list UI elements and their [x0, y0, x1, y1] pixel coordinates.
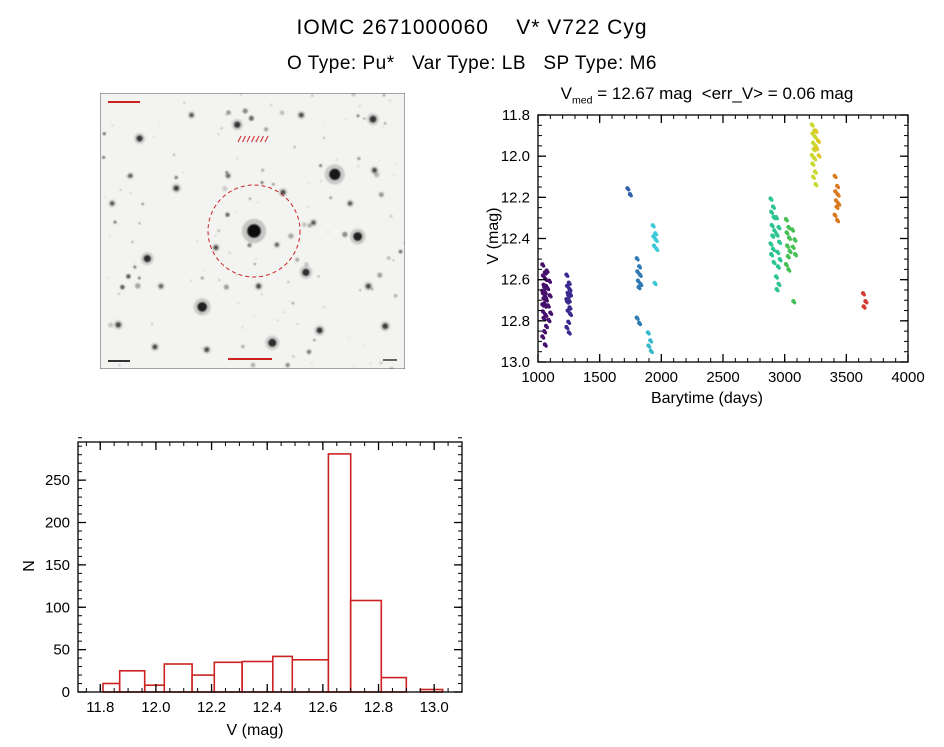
page-title: IOMC 2671000060 V* V722 Cyg: [296, 16, 648, 39]
svg-text:12.2: 12.2: [197, 699, 226, 716]
svg-text:1000: 1000: [521, 369, 554, 386]
svg-text:12.4: 12.4: [253, 699, 282, 716]
svg-text:0: 0: [62, 684, 70, 701]
lightcurve-x-axis-label: Barytime (days): [650, 390, 764, 407]
svg-text:2000: 2000: [645, 369, 678, 386]
lightcurve-title-var: V: [560, 84, 572, 103]
histogram-plot: 11.8 12.0 12.2 12.4 12.6 12.8 13.0 0 50 100 150 200…: [45, 437, 463, 716]
svg-text:12.6: 12.6: [501, 272, 530, 289]
finding-chart-image: [100, 93, 405, 369]
svg-text:12.2: 12.2: [501, 189, 530, 206]
svg-text:100: 100: [45, 599, 70, 616]
svg-text:3000: 3000: [768, 369, 801, 386]
svg-text:4000: 4000: [891, 369, 924, 386]
lightcurve-y-axis-label: V (mag): [485, 207, 502, 265]
svg-text:13.0: 13.0: [501, 354, 530, 371]
svg-text:13.0: 13.0: [420, 699, 449, 716]
svg-text:12.8: 12.8: [364, 699, 393, 716]
lightcurve-title-sub: med: [572, 94, 593, 107]
svg-text:250: 250: [45, 472, 70, 489]
svg-text:150: 150: [45, 557, 70, 574]
svg-text:12.0: 12.0: [141, 699, 170, 716]
svg-text:11.8: 11.8: [502, 107, 530, 124]
svg-text:12.4: 12.4: [501, 231, 530, 248]
svg-text:12.0: 12.0: [501, 148, 530, 165]
lightcurve-title: Vmed = 12.67 mag <err_V> = 0.06 mag: [470, 84, 944, 106]
svg-text:12.8: 12.8: [501, 313, 530, 330]
svg-text:200: 200: [45, 515, 70, 532]
page-subtitle: O Type: Pu* Var Type: LB SP Type: M6: [287, 53, 657, 74]
svg-text:3500: 3500: [830, 369, 863, 386]
svg-text:1500: 1500: [583, 369, 616, 386]
histogram-x-axis-label: V (mag): [226, 722, 284, 739]
svg-text:2500: 2500: [706, 369, 739, 386]
svg-text:12.6: 12.6: [308, 699, 337, 716]
histogram-y-axis-label: N: [21, 560, 38, 572]
svg-text:50: 50: [53, 642, 70, 659]
lightcurve-title-rest: = 12.67 mag <err_V> = 0.06 mag: [592, 84, 854, 103]
svg-text:11.8: 11.8: [86, 699, 114, 716]
lightcurve-plot: 1000 1500 2000 2500 3000 3500 4000 11.8 12.0 12.2…: [501, 107, 925, 386]
